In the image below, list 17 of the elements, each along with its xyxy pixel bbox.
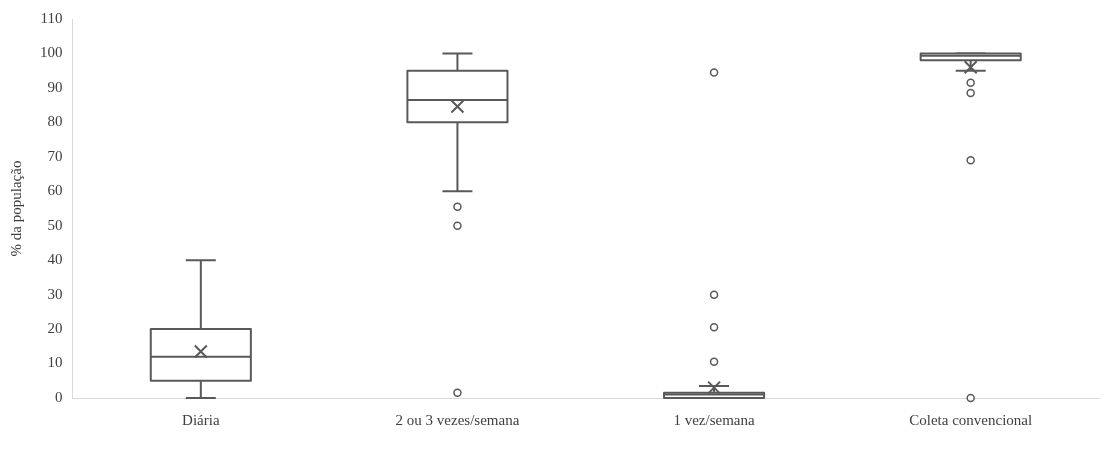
y-tick-label: 10: [47, 354, 63, 371]
y-tick-label: 30: [47, 285, 63, 302]
y-tick-label: 60: [47, 182, 63, 199]
y-tick-label: 70: [47, 147, 63, 164]
y-tick-label: 50: [47, 216, 63, 233]
y-tick-label: 90: [47, 78, 63, 95]
y-tick-label: 0: [55, 388, 63, 405]
y-tick-label: 20: [47, 320, 63, 337]
x-tick-label: 2 ou 3 vezes/semana: [395, 411, 520, 428]
y-tick-label: 100: [40, 44, 63, 61]
y-tick-label: 80: [47, 113, 63, 130]
y-tick-label: 110: [40, 9, 63, 26]
x-tick-label: Coleta convencional: [909, 411, 1033, 428]
x-tick-label: Diária: [182, 411, 220, 428]
x-tick-label: 1 vez/semana: [673, 411, 756, 428]
y-tick-label: 40: [47, 251, 63, 268]
y-axis-title: % da população: [7, 160, 24, 257]
